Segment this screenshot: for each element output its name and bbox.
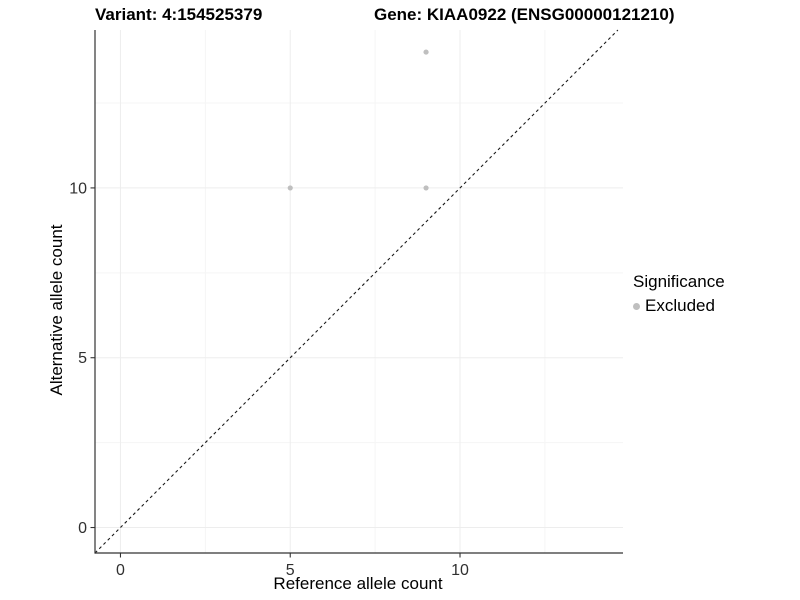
data-point (423, 185, 429, 191)
y-axis-title: Alternative allele count (47, 224, 66, 396)
y-tick-label: 0 (78, 520, 87, 537)
y-tick-label: 10 (69, 180, 87, 197)
legend-item-label: Excluded (645, 296, 715, 315)
legend: Significance Excluded (633, 272, 725, 316)
plot-title-gene: Gene: KIAA0922 (ENSG00000121210) (374, 5, 675, 24)
data-point (287, 185, 293, 191)
identity-dashed-line (94, 29, 619, 554)
data-point (423, 49, 429, 55)
plot-title-variant: Variant: 4:154525379 (95, 5, 263, 24)
x-tick-label: 0 (116, 562, 125, 579)
legend-point-icon (633, 302, 640, 310)
y-tick-label: 5 (78, 350, 87, 367)
x-axis-title: Reference allele count (273, 574, 443, 593)
x-tick-label: 10 (451, 562, 469, 579)
legend-item-excluded: Excluded (633, 296, 725, 316)
legend-title: Significance (633, 272, 725, 291)
x-tick-label: 5 (286, 562, 295, 579)
